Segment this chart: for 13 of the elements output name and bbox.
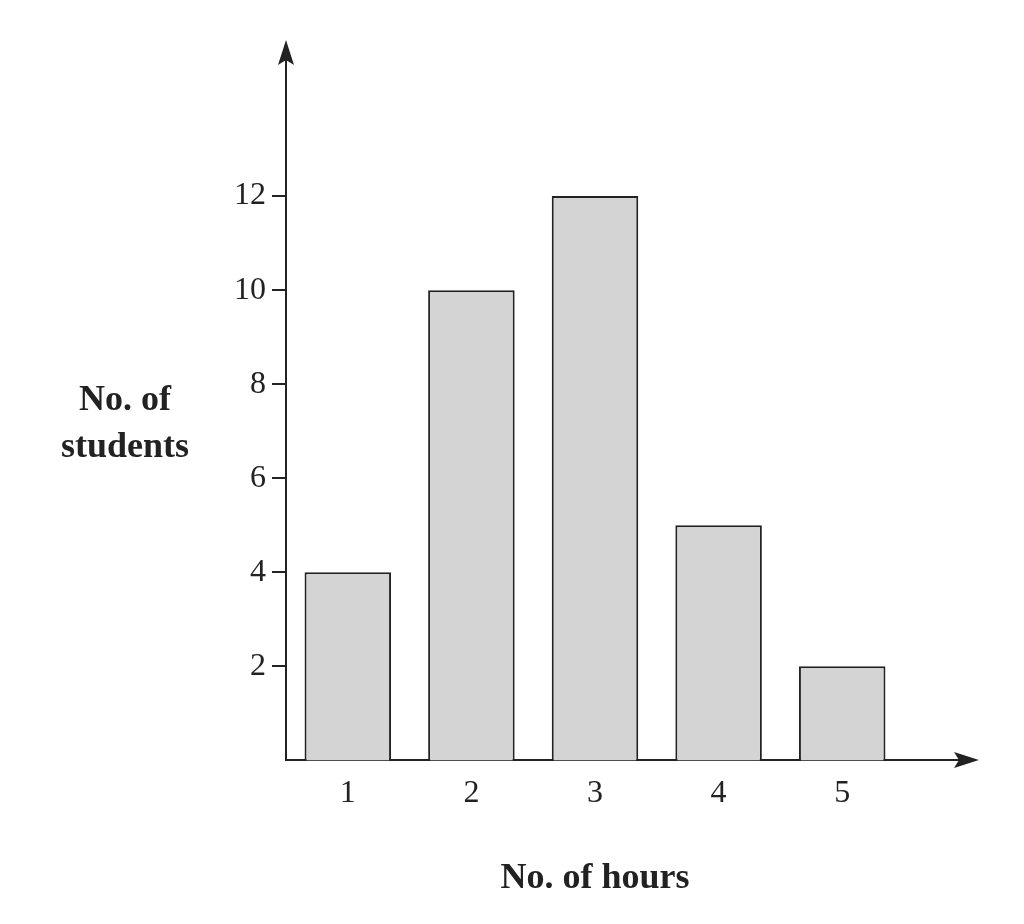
x-tick-label: 3 xyxy=(587,773,603,810)
y-tick-label: 2 xyxy=(250,645,266,682)
x-axis-title: No. of hours xyxy=(500,855,690,896)
y-tick-label: 12 xyxy=(234,175,266,212)
y-tick-label: 8 xyxy=(250,363,266,400)
y-tick-label: 10 xyxy=(234,269,266,306)
y-axis-title: No. of students xyxy=(59,377,190,467)
x-tick-label: 2 xyxy=(463,773,480,810)
y-tick-label: 4 xyxy=(250,551,266,588)
x-tick-label: 5 xyxy=(834,773,851,810)
x-tick-label: 4 xyxy=(710,773,727,810)
x-tick-label: 1 xyxy=(339,773,356,810)
y-tick-label: 6 xyxy=(250,457,266,494)
